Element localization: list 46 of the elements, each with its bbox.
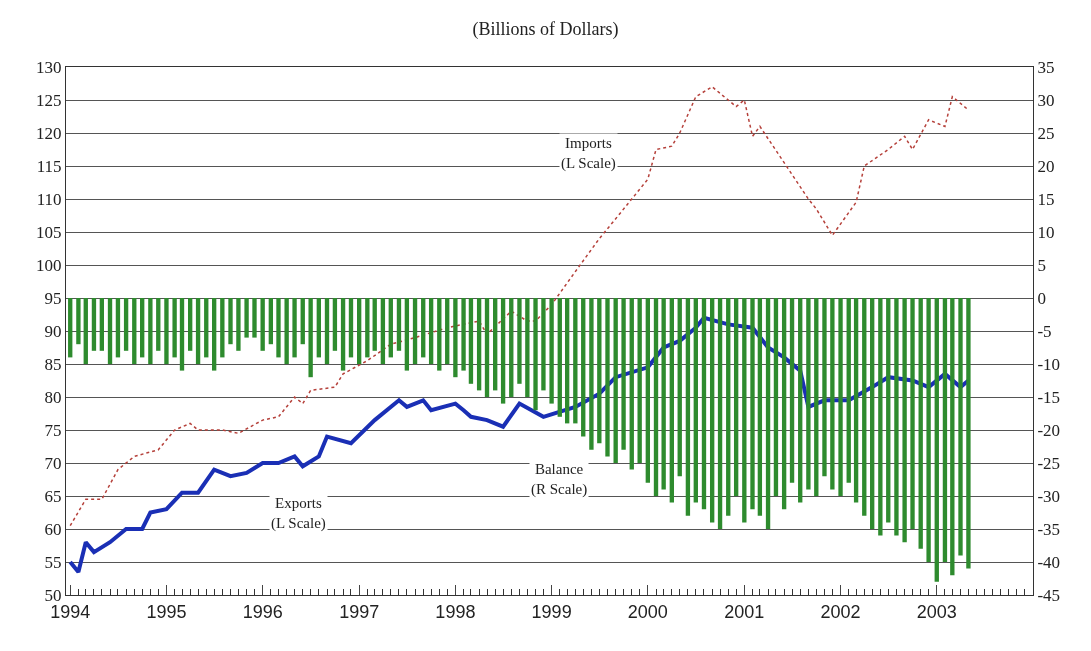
y-tick-label: 60 <box>44 519 62 539</box>
y-tick-label: 125 <box>36 90 62 110</box>
y2-tick-label: -5 <box>1037 321 1052 341</box>
y-tick-label: 75 <box>44 420 62 440</box>
y2-tick-label: -25 <box>1037 453 1061 473</box>
y2-tick-label: -20 <box>1037 420 1061 440</box>
y-tick-label: 100 <box>36 255 62 275</box>
y-tick-label: 120 <box>36 123 62 143</box>
y2-tick-label: -30 <box>1037 486 1061 506</box>
y-tick-label: 110 <box>36 189 62 209</box>
y-tick-label: 130 <box>36 57 62 77</box>
y2-tick-label: 5 <box>1037 255 1046 275</box>
y-tick-label: 85 <box>44 354 62 374</box>
y-tick-label: 70 <box>44 453 62 473</box>
x-tick-label: 2000 <box>627 601 668 622</box>
y-tick-label: 105 <box>36 222 62 242</box>
x-tick-label: 1998 <box>435 601 476 622</box>
y2-tick-label: -45 <box>1037 585 1061 605</box>
x-tick-label: 2002 <box>820 601 861 622</box>
x-tick-label: 1999 <box>531 601 572 622</box>
y2-tick-label: 30 <box>1037 90 1055 110</box>
y-tick-label: 90 <box>44 321 62 341</box>
y2-tick-label: 15 <box>1037 189 1055 209</box>
y2-tick-label: 0 <box>1037 288 1046 308</box>
chart-title: (Billions of Dollars) <box>472 19 619 41</box>
x-tick-label: 1995 <box>146 601 187 622</box>
annotation: Balance (R Scale) <box>531 461 588 498</box>
x-tick-label: 2001 <box>724 601 765 622</box>
annotation: Imports (L Scale) <box>561 135 616 172</box>
x-tick-label: 1997 <box>339 601 380 622</box>
y-tick-label: 55 <box>44 552 62 572</box>
y-tick-label: 80 <box>44 387 62 407</box>
y2-tick-label: -10 <box>1037 354 1061 374</box>
y2-tick-label: 20 <box>1037 156 1055 176</box>
y2-tick-label: -15 <box>1037 387 1061 407</box>
y-tick-label: 115 <box>36 156 62 176</box>
y-tick-label: 95 <box>44 288 62 308</box>
x-tick-label: 2003 <box>916 601 957 622</box>
y2-tick-label: -35 <box>1037 519 1061 539</box>
y-tick-label: 65 <box>44 486 62 506</box>
annotation: Exports (L Scale) <box>271 495 326 532</box>
y2-tick-label: 35 <box>1037 57 1055 77</box>
y2-tick-label: 25 <box>1037 123 1055 143</box>
y2-tick-label: 10 <box>1037 222 1055 242</box>
x-tick-label: 1996 <box>242 601 283 622</box>
y2-tick-label: -40 <box>1037 552 1061 572</box>
